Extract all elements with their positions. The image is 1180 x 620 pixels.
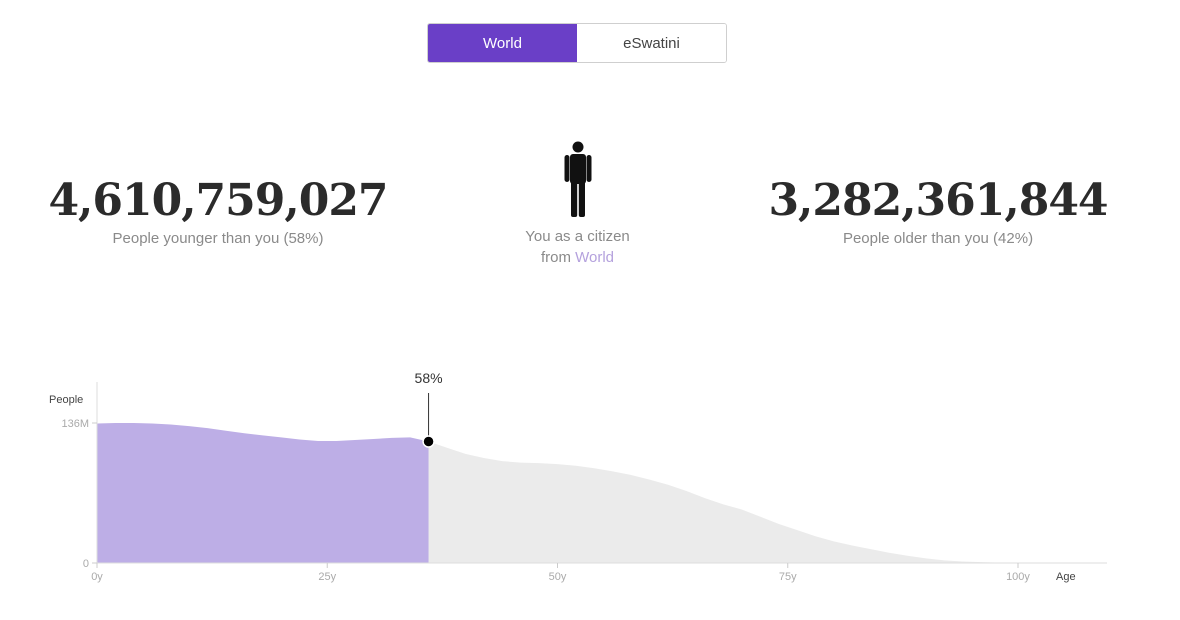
citizen-caption-prefix: from — [540, 249, 571, 266]
age-distribution-chart: 0 136M 0y 25y 50y 75y 100y People Age 58% — [49, 370, 1111, 583]
citizen-caption-line1: You as a citizen — [525, 228, 630, 245]
older-count: 3,282,361,844 — [768, 175, 1108, 226]
citizen-caption: You as a citizen from World — [490, 226, 665, 268]
y-axis-title: People — [49, 394, 83, 406]
x-tick-label: 75y — [779, 571, 797, 583]
citizen-block: You as a citizen from World — [490, 140, 665, 268]
younger-count: 4,610,759,027 — [48, 175, 388, 226]
younger-caption: People younger than you (58%) — [112, 230, 324, 247]
person-icon — [564, 141, 591, 217]
y-tick-label: 136M — [61, 418, 89, 430]
younger-population-area — [97, 423, 429, 563]
toggle-world-button[interactable]: World — [428, 24, 577, 62]
x-axis-title: Age — [1056, 571, 1076, 583]
younger-stat: 4,610,759,027 People younger than you (5… — [38, 175, 398, 248]
citizen-place-link[interactable]: World — [575, 249, 615, 266]
region-toggle: World eSwatini — [427, 23, 727, 63]
x-tick-label: 0y — [91, 571, 103, 583]
x-tick-label: 50y — [549, 571, 567, 583]
older-caption: People older than you (42%) — [842, 230, 1034, 247]
older-stat: 3,282,361,844 People older than you (42%… — [758, 175, 1118, 248]
x-tick-label: 100y — [1006, 571, 1030, 583]
citizen-caption-line2: from World — [490, 247, 665, 268]
marker-label: 58% — [415, 370, 443, 386]
marker-point — [422, 435, 435, 448]
toggle-eswatini-button[interactable]: eSwatini — [577, 24, 726, 62]
y-tick-label: 0 — [83, 558, 89, 570]
older-population-area — [428, 441, 1111, 563]
x-tick-label: 25y — [318, 571, 336, 583]
